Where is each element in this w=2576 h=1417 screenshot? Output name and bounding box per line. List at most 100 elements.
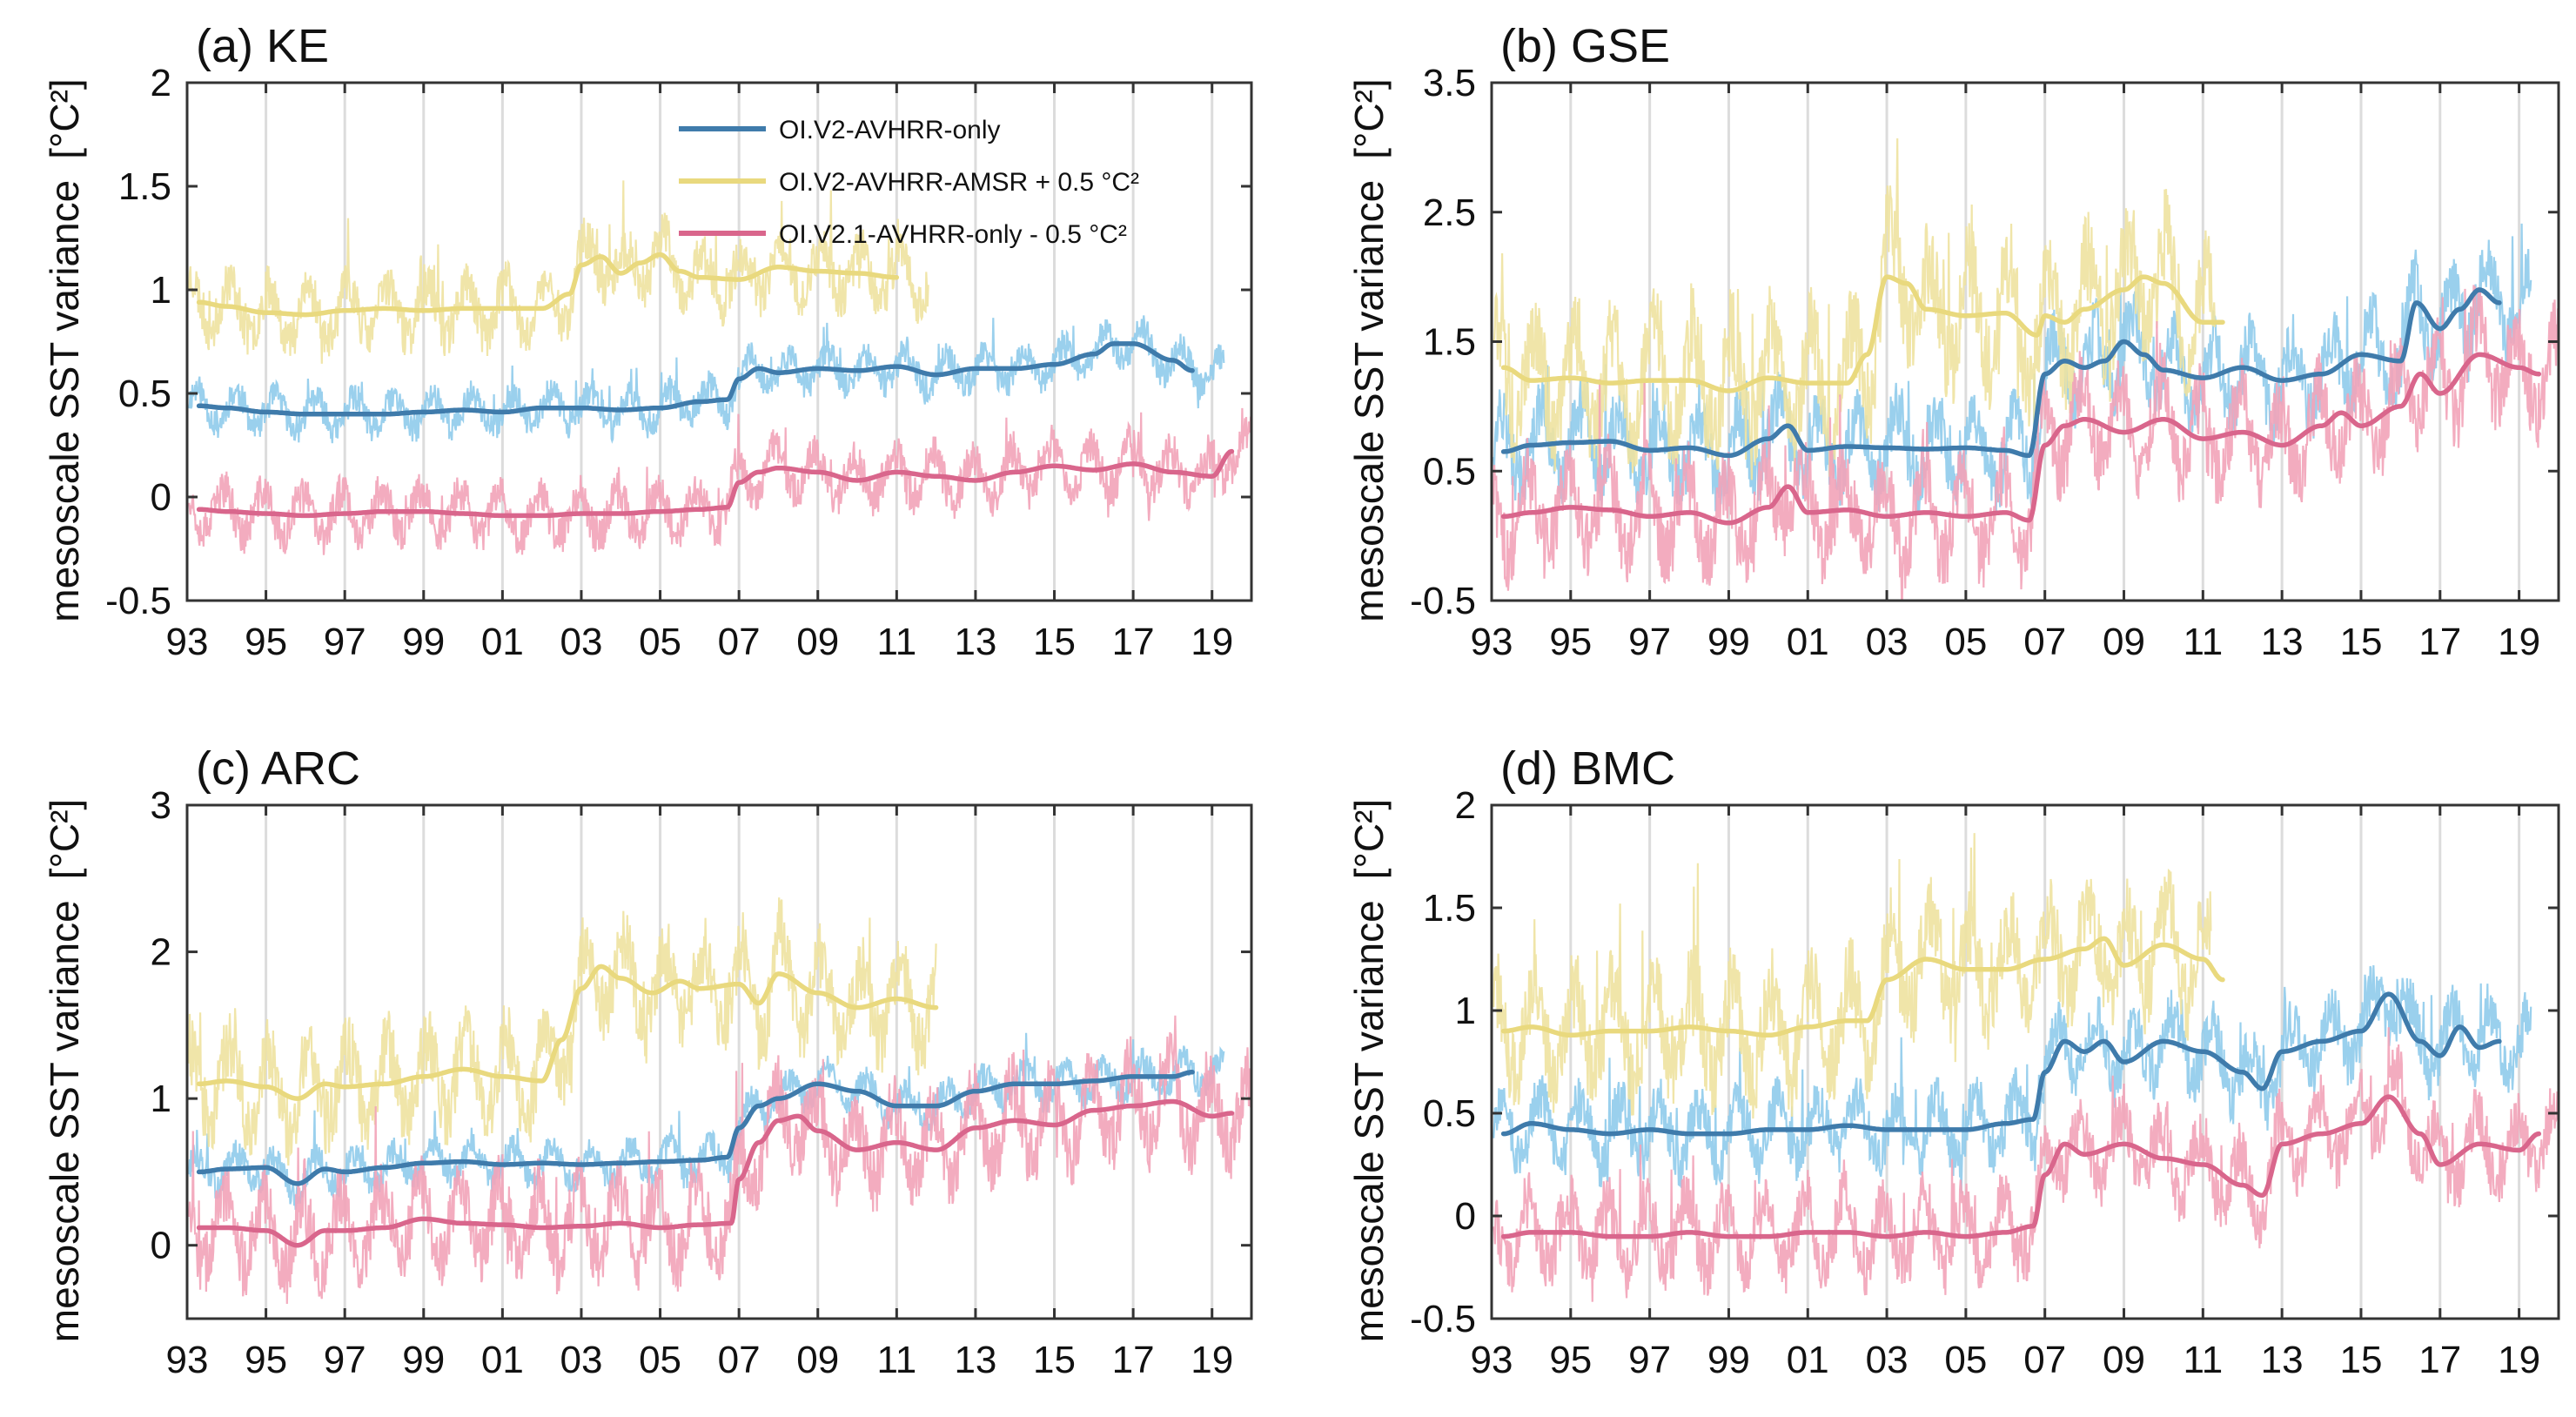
x-tick-label: 09 (2103, 1339, 2145, 1381)
x-tick-label: 99 (402, 621, 445, 663)
smooth-series-2 (196, 964, 939, 1101)
x-tick-label: 05 (1944, 621, 1987, 663)
y-axis-label-text: mesoscale SST variance (42, 180, 87, 622)
smooth-series-2 (1500, 936, 2225, 1038)
y-tick-label: -0.5 (1410, 1298, 1476, 1340)
raw-series-3 (1493, 285, 2559, 601)
x-tick-label: 93 (1471, 621, 1513, 663)
x-tick-label: 09 (796, 1339, 839, 1381)
x-tick-label: 19 (1191, 621, 1233, 663)
y-axis-unit: [°C²] (42, 78, 87, 159)
x-tick-label: 03 (1866, 621, 1909, 663)
x-tick-label: 07 (2023, 1339, 2066, 1381)
panel-b: 93 95 97 99 01 03 05 07 09 11 13 15 17 19 -0.5 0.5 1.5 2.… (1346, 20, 2560, 663)
y-axis-label: mesoscale SST variance [°C²] (42, 799, 87, 1342)
x-tick-label: 15 (1033, 621, 1076, 663)
x-tick-label: 11 (2183, 621, 2223, 663)
x-tick-label: 97 (1628, 1339, 1671, 1381)
raw-series-3 (188, 1015, 1251, 1305)
x-tick-label: 93 (166, 1339, 209, 1381)
x-tick-label: 01 (481, 621, 524, 663)
y-tick-label: 2.5 (1423, 191, 1476, 234)
x-tick-label: 03 (560, 621, 602, 663)
x-tick-label: 07 (718, 1339, 761, 1381)
x-tick-label: 13 (2261, 1339, 2304, 1381)
x-tick-label: 07 (2023, 621, 2066, 663)
raw-series-2 (188, 180, 929, 364)
raw-series-3 (1493, 1027, 2559, 1302)
y-axis-label: mesoscale SST variance [°C²] (1346, 799, 1392, 1342)
panel-d: 93 95 97 99 01 03 05 07 09 11 13 15 17 19 -0.5 0 0.5 1 1.5… (1346, 742, 2560, 1381)
smooth-series-3 (196, 1098, 1235, 1248)
axes-frame (1490, 803, 2560, 1320)
y-tick-label: -0.5 (1410, 580, 1476, 622)
panel-a: 93 95 97 99 01 03 05 07 09 11 13 15 17 19 -0.5 0 0.5 1 1.5… (42, 20, 1253, 663)
x-tick-label: 95 (245, 621, 287, 663)
smooth-series-2 (196, 252, 900, 318)
x-tick-label: 19 (2498, 621, 2540, 663)
panel-title: (d) BMC (1500, 742, 1675, 795)
y-axis-label: mesoscale SST variance [°C²] (1346, 78, 1392, 621)
x-tick-label: 13 (2261, 621, 2304, 663)
x-tick-label: 05 (639, 1339, 681, 1381)
raw-series-2 (188, 897, 937, 1166)
x-tick-label: 03 (1866, 1339, 1909, 1381)
axes-frame (185, 803, 1253, 1320)
panel-title: (b) GSE (1500, 20, 1670, 72)
series-group (188, 180, 1251, 555)
y-tick-label: 1.5 (1423, 887, 1476, 930)
x-tick-label: 09 (796, 621, 839, 663)
y-tick-label: 0.5 (1423, 1092, 1476, 1135)
y-tick-label: 1 (1455, 990, 1476, 1032)
y-tick-label: 2 (151, 931, 171, 974)
y-tick-label: 0.5 (118, 373, 171, 415)
raw-series-2 (1493, 138, 2217, 480)
x-tick-label: 15 (1033, 1339, 1076, 1381)
x-tick-label: 93 (166, 621, 209, 663)
x-tick-label: 15 (2339, 1339, 2382, 1381)
series-group (1493, 833, 2559, 1302)
legend-label-1: OI.V2-AVHRR-only (779, 116, 1001, 144)
y-axis-label-text: mesoscale SST variance (1346, 900, 1392, 1342)
y-axis-unit: [°C²] (1346, 799, 1392, 880)
x-tick-label: 95 (245, 1339, 287, 1381)
panel-title: (a) KE (196, 20, 329, 72)
x-tick-label: 19 (1191, 1339, 1233, 1381)
y-tick-label: 0 (1455, 1195, 1476, 1238)
x-tick-label: 01 (481, 1339, 524, 1381)
smooth-series-1 (196, 1070, 1195, 1186)
x-tick-label: 15 (2339, 621, 2382, 663)
y-tick-label: 1.5 (1423, 321, 1476, 364)
y-tick-label: 1 (151, 269, 171, 312)
x-tick-label: 95 (1549, 1339, 1592, 1381)
smooth-series-1 (1500, 287, 2502, 459)
smooth-series-2 (1500, 274, 2225, 393)
x-tick-label: 17 (1112, 621, 1155, 663)
y-tick-label: 2 (151, 62, 171, 104)
legend-label-2: OI.V2-AVHRR-AMSR + 0.5 °C² (779, 168, 1139, 197)
y-tick-label: 2 (1455, 784, 1476, 827)
y-axis-label-text: mesoscale SST variance (1346, 180, 1392, 622)
x-tick-label: 11 (2183, 1339, 2223, 1381)
y-axis-label: mesoscale SST variance [°C²] (42, 78, 87, 621)
y-tick-label: 1 (151, 1078, 171, 1120)
smooth-series-3 (1500, 352, 2542, 526)
x-tick-label: 03 (560, 1339, 602, 1381)
x-tick-label: 97 (1628, 621, 1671, 663)
y-axis-unit: [°C²] (42, 799, 87, 880)
x-tick-label: 01 (1787, 1339, 1829, 1381)
x-tick-label: 97 (324, 621, 366, 663)
y-tick-label: 1.5 (118, 165, 171, 208)
series-group (1493, 138, 2559, 601)
y-tick-label: 0 (151, 1225, 171, 1267)
x-tick-label: 17 (2418, 1339, 2461, 1381)
smooth-series-3 (196, 448, 1235, 519)
smooth-series-3 (1500, 1094, 2542, 1239)
x-tick-label: 19 (2498, 1339, 2540, 1381)
panel-title: (c) ARC (196, 742, 360, 795)
x-tick-label: 07 (718, 621, 761, 663)
x-tick-label: 99 (402, 1339, 445, 1381)
y-tick-label: 3.5 (1423, 62, 1476, 104)
